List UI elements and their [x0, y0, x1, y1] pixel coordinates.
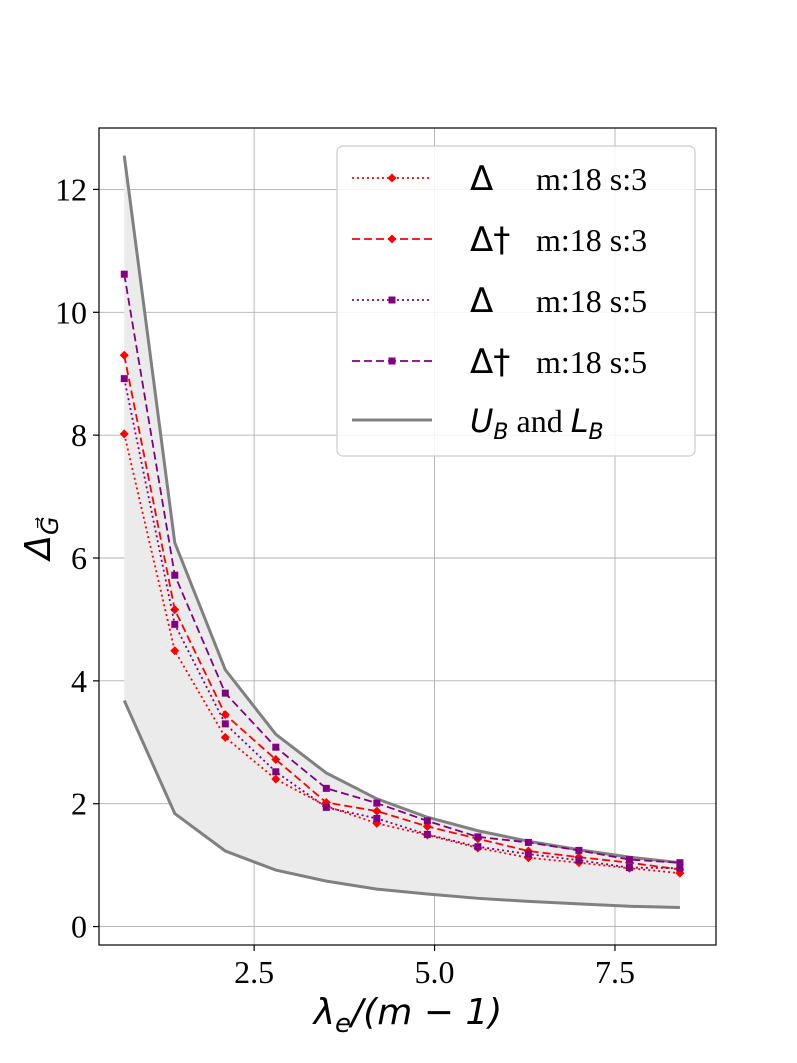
legend-marker [387, 173, 397, 183]
x-axis-title-lambda: λ [312, 992, 335, 1033]
data-point [170, 646, 180, 656]
series-group [119, 270, 685, 878]
data-point [524, 838, 532, 846]
data-point [272, 768, 280, 776]
series-4 [120, 270, 684, 867]
data-point [373, 814, 381, 822]
legend-symbol: Δ [470, 159, 493, 199]
data-point [676, 864, 684, 872]
legend-item-2: Δ† m:18 s:3 [352, 220, 647, 260]
y-axis-title-delta: Δ [18, 535, 59, 563]
data-point [271, 774, 281, 784]
axis-ticks: 2.5 5.0 7.5 0 2 4 6 8 10 12 [55, 171, 635, 990]
data-point [170, 605, 180, 615]
legend-marker [388, 296, 396, 304]
legend-marker [387, 234, 397, 244]
data-point [423, 830, 431, 838]
y-axis-title-sub: G⃗ [35, 516, 64, 535]
series-line [123, 378, 680, 870]
legend-marker [388, 357, 396, 365]
legend-label-part: B [493, 420, 508, 445]
legend-label-part: and [509, 403, 571, 439]
x-tick-label: 7.5 [595, 954, 635, 990]
y-tick-label: 0 [71, 909, 87, 945]
upper-bound-line [122, 155, 681, 865]
legend-symbol: Δ† [470, 220, 510, 260]
data-point [171, 620, 179, 628]
data-point [423, 817, 431, 825]
data-point [524, 850, 532, 858]
data-point [676, 859, 684, 867]
data-point [373, 799, 381, 807]
data-point [119, 429, 129, 439]
y-axis-title: ΔG⃗ [18, 516, 64, 562]
bound-band [122, 155, 681, 910]
legend-item-bounds: UB and LB [352, 402, 604, 445]
data-point [372, 806, 382, 816]
data-point [272, 743, 280, 751]
data-point [474, 843, 482, 851]
data-point [221, 689, 229, 697]
legend-label: m:18 s:5 [536, 344, 647, 380]
data-point [120, 270, 128, 278]
legend-label: m:18 s:3 [536, 222, 647, 258]
y-tick-label: 12 [55, 171, 87, 207]
x-axis-title-rest: /(m − 1) [348, 992, 502, 1033]
legend-label: m:18 s:3 [536, 161, 647, 197]
legend-label: UB and LB [470, 402, 604, 445]
data-point [171, 571, 179, 579]
legend-symbol: Δ [470, 281, 493, 321]
y-tick-label: 8 [71, 417, 87, 453]
series-line [123, 274, 680, 864]
y-tick-label: 6 [71, 540, 87, 576]
data-point [322, 784, 330, 792]
legend-label-part: B [589, 420, 604, 445]
data-point [221, 720, 229, 728]
data-point [474, 833, 482, 841]
lower-bound-line [122, 699, 680, 910]
legend-label-part: U [470, 402, 493, 440]
data-point [322, 803, 330, 811]
x-axis-title-sub: e [335, 1009, 351, 1039]
x-tick-label: 2.5 [234, 954, 274, 990]
x-axis-title: λe/(m − 1) [312, 992, 503, 1039]
plot-frame [98, 127, 717, 946]
legend-frame [336, 145, 696, 457]
data-point [271, 754, 281, 764]
legend-label-part: L [571, 402, 589, 440]
data-point [625, 856, 633, 864]
series-3 [120, 375, 684, 872]
y-tick-label: 2 [71, 786, 87, 822]
data-point [120, 375, 128, 383]
data-point [625, 864, 633, 872]
data-point [220, 710, 230, 720]
data-point [220, 732, 230, 742]
y-tick-label: 4 [71, 663, 87, 699]
x-tick-label: 5.0 [415, 954, 455, 990]
series-line [123, 433, 681, 875]
legend-item-4: Δ† m:18 s:5 [352, 342, 647, 382]
data-point [575, 846, 583, 854]
legend-symbol: Δ† [470, 342, 510, 382]
data-point [575, 856, 583, 864]
legend-label: m:18 s:5 [536, 283, 647, 319]
data-point [119, 350, 129, 360]
y-tick-label: 10 [55, 294, 87, 330]
